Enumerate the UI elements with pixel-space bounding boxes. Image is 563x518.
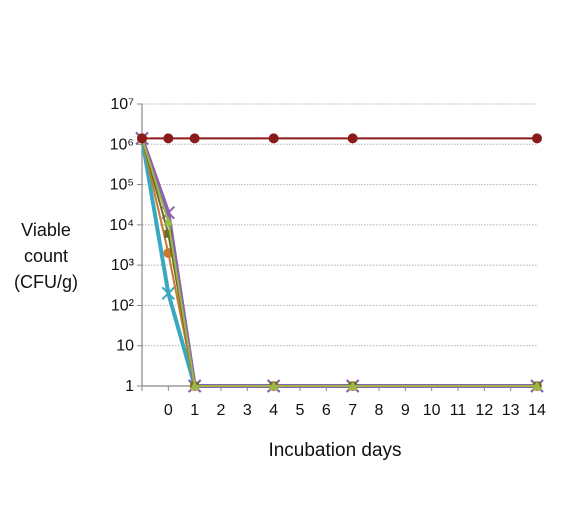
x-tick-label: 12 (475, 402, 493, 419)
x-tick-label: 7 (348, 402, 357, 419)
series-line (141, 138, 537, 387)
data-point (268, 133, 279, 144)
y-axis-title-line-3: (CFU/g) (14, 272, 78, 292)
y-axis-title-line-1: Viable (21, 220, 71, 240)
data-point (164, 229, 173, 238)
data-point (137, 133, 147, 144)
x-tick-label: 6 (322, 402, 331, 419)
y-tick-label: 10² (111, 297, 135, 314)
x-tick-label: 11 (450, 402, 467, 419)
x-tick-label: 1 (190, 402, 199, 419)
data-point (347, 133, 358, 144)
series-line (140, 138, 537, 388)
x-axis-title: Incubation days (268, 440, 401, 461)
data-point (347, 381, 358, 390)
x-tick-label: 9 (401, 402, 410, 419)
data-point (189, 381, 200, 390)
y-tick-label: 10⁵ (110, 177, 134, 194)
x-tick-label: 8 (375, 402, 384, 419)
y-tick-label: 10 (116, 338, 134, 355)
y-axis-title-line-2: count (23, 246, 69, 266)
x-tick-label: 13 (502, 402, 520, 419)
x-tick-label: 0 (164, 402, 173, 419)
series-line (140, 137, 537, 388)
x-tick-label: 3 (243, 402, 252, 419)
data-point (163, 216, 174, 226)
data-point (268, 381, 279, 390)
y-tick-label: 10⁴ (109, 217, 134, 234)
data-point (161, 286, 176, 301)
y-tick-label: 10⁷ (110, 96, 134, 113)
y-tick-label: 10³ (111, 257, 135, 274)
data-point (189, 133, 200, 144)
x-tick-label: 4 (269, 402, 278, 419)
y-axis-title: Viable count (CFU/g) (4, 217, 88, 295)
x-tick-label: 10 (423, 402, 441, 419)
series-line (141, 138, 537, 387)
y-tick-label: 1 (125, 378, 134, 395)
y-tick-label: 10⁶ (110, 136, 134, 153)
x-tick-label: 5 (296, 402, 305, 419)
data-point (532, 133, 542, 144)
x-tick-label: 2 (217, 402, 226, 419)
data-point (163, 133, 174, 144)
series-line (141, 138, 537, 387)
data-point (532, 381, 542, 390)
x-tick-label: 14 (528, 402, 546, 419)
